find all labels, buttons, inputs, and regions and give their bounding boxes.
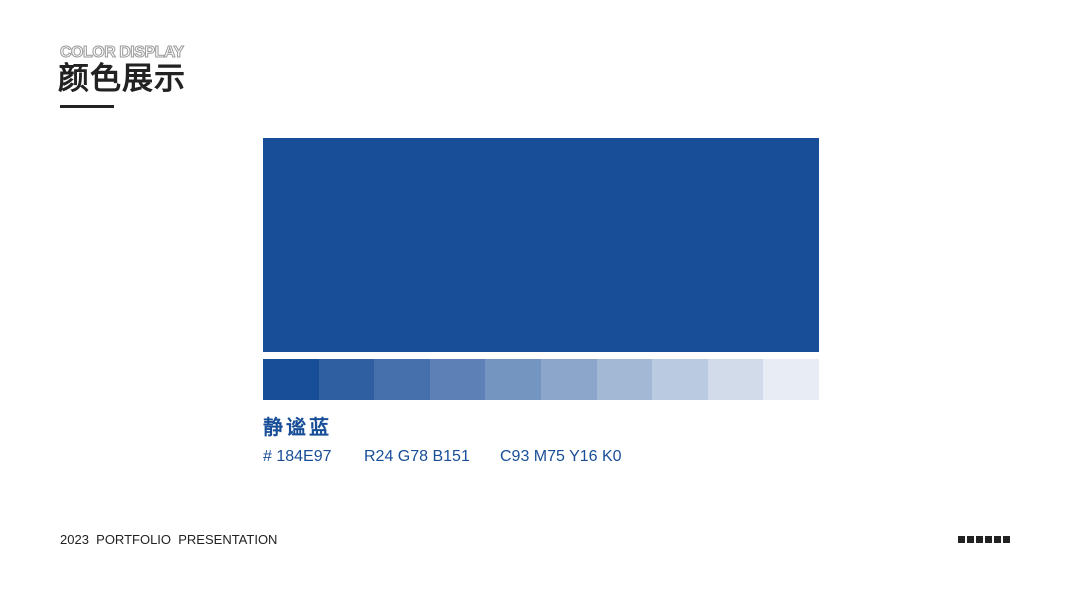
tint-cell — [374, 359, 430, 400]
page-title: 颜色展示 — [58, 61, 186, 97]
tint-cell — [318, 359, 375, 400]
english-title: COLOR DISPLAY — [60, 44, 185, 62]
tint-cell — [429, 359, 486, 400]
footer-dot — [967, 536, 974, 543]
footer-dot — [976, 536, 983, 543]
footer-dot — [1003, 536, 1010, 543]
tint-cell — [485, 359, 541, 400]
footer-dot — [985, 536, 992, 543]
tint-cell — [540, 359, 597, 400]
footer-dot — [958, 536, 965, 543]
footer-dot — [994, 536, 1001, 543]
footer-text: 2023 PORTFOLIO PRESENTATION — [60, 532, 278, 547]
tint-cell — [763, 359, 819, 400]
rgb-code: R24 G78 B151 — [364, 448, 470, 465]
color-codes: # 184E97 R24 G78 B151 C93 M75 Y16 K0 — [263, 447, 622, 467]
footer-dots — [958, 536, 1010, 543]
tint-cell — [652, 359, 708, 400]
title-underline — [60, 105, 114, 108]
cmyk-code: C93 M75 Y16 K0 — [500, 448, 622, 465]
tint-cell — [263, 359, 319, 400]
tint-cell — [596, 359, 653, 400]
main-color-swatch — [263, 138, 819, 352]
tint-cell — [707, 359, 764, 400]
tint-gradient-strip — [263, 359, 819, 400]
hex-code: # 184E97 — [263, 448, 332, 465]
color-name: 静谧蓝 — [263, 415, 332, 439]
